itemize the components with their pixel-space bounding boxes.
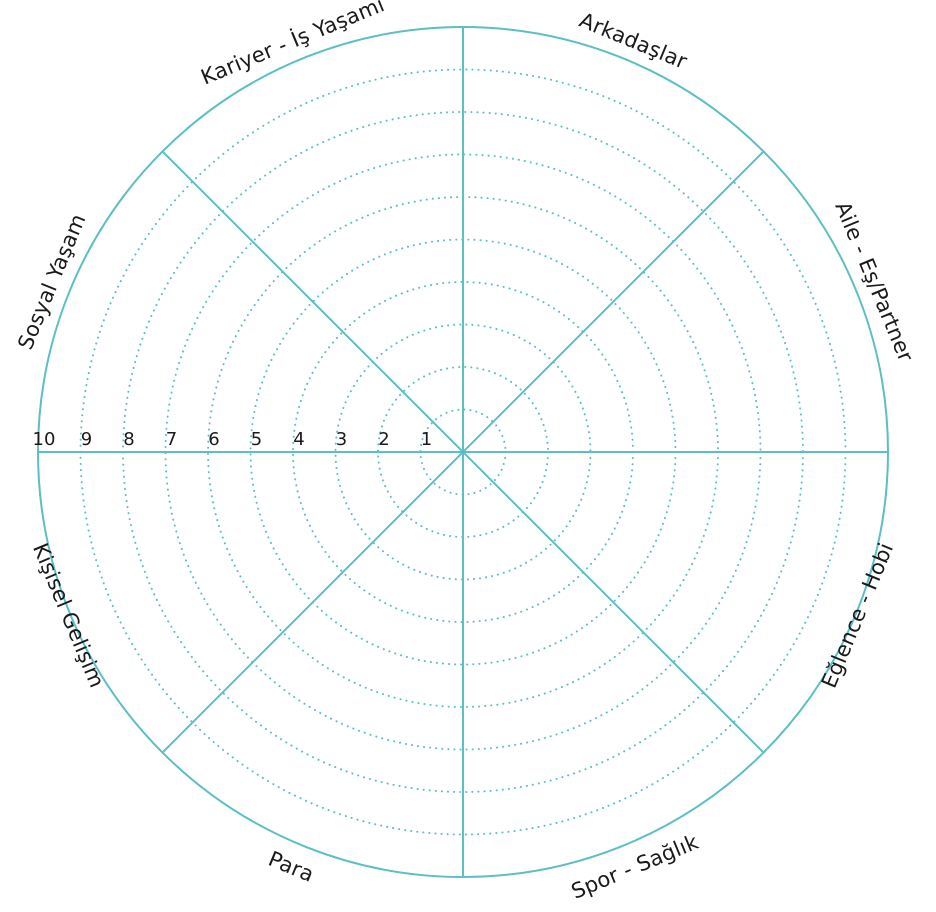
segment-label-personal-growth: Kişisel Gelişim <box>28 540 109 691</box>
scale-label-4: 4 <box>293 429 304 450</box>
segment-label-money: Para <box>265 847 318 887</box>
scale-label-1: 1 <box>421 429 432 450</box>
outer-circle <box>37 26 889 878</box>
segment-label-career: Kariyer - İş Yaşamı <box>197 0 388 89</box>
scale-label-7: 7 <box>166 429 177 450</box>
scale-label-3: 3 <box>336 429 347 450</box>
scale-label-9: 9 <box>81 429 92 450</box>
scale-labels: 1 2 3 4 5 6 7 8 9 10 <box>33 429 433 450</box>
segment-label-friends: Arkadaşlar <box>576 8 691 74</box>
divider-line-4 <box>161 150 765 754</box>
segment-label-fun-hobby: Eğlence - Hobi <box>817 539 898 691</box>
scale-label-10: 10 <box>33 429 56 450</box>
scale-label-2: 2 <box>378 429 389 450</box>
segment-label-family-partner: Aile - Eş/Partner <box>830 198 918 365</box>
segment-label-social-life: Sosyal Yaşam <box>13 210 90 353</box>
scale-label-5: 5 <box>251 429 262 450</box>
scale-label-8: 8 <box>123 429 134 450</box>
scale-label-6: 6 <box>208 429 219 450</box>
segment-dividers <box>38 27 888 877</box>
